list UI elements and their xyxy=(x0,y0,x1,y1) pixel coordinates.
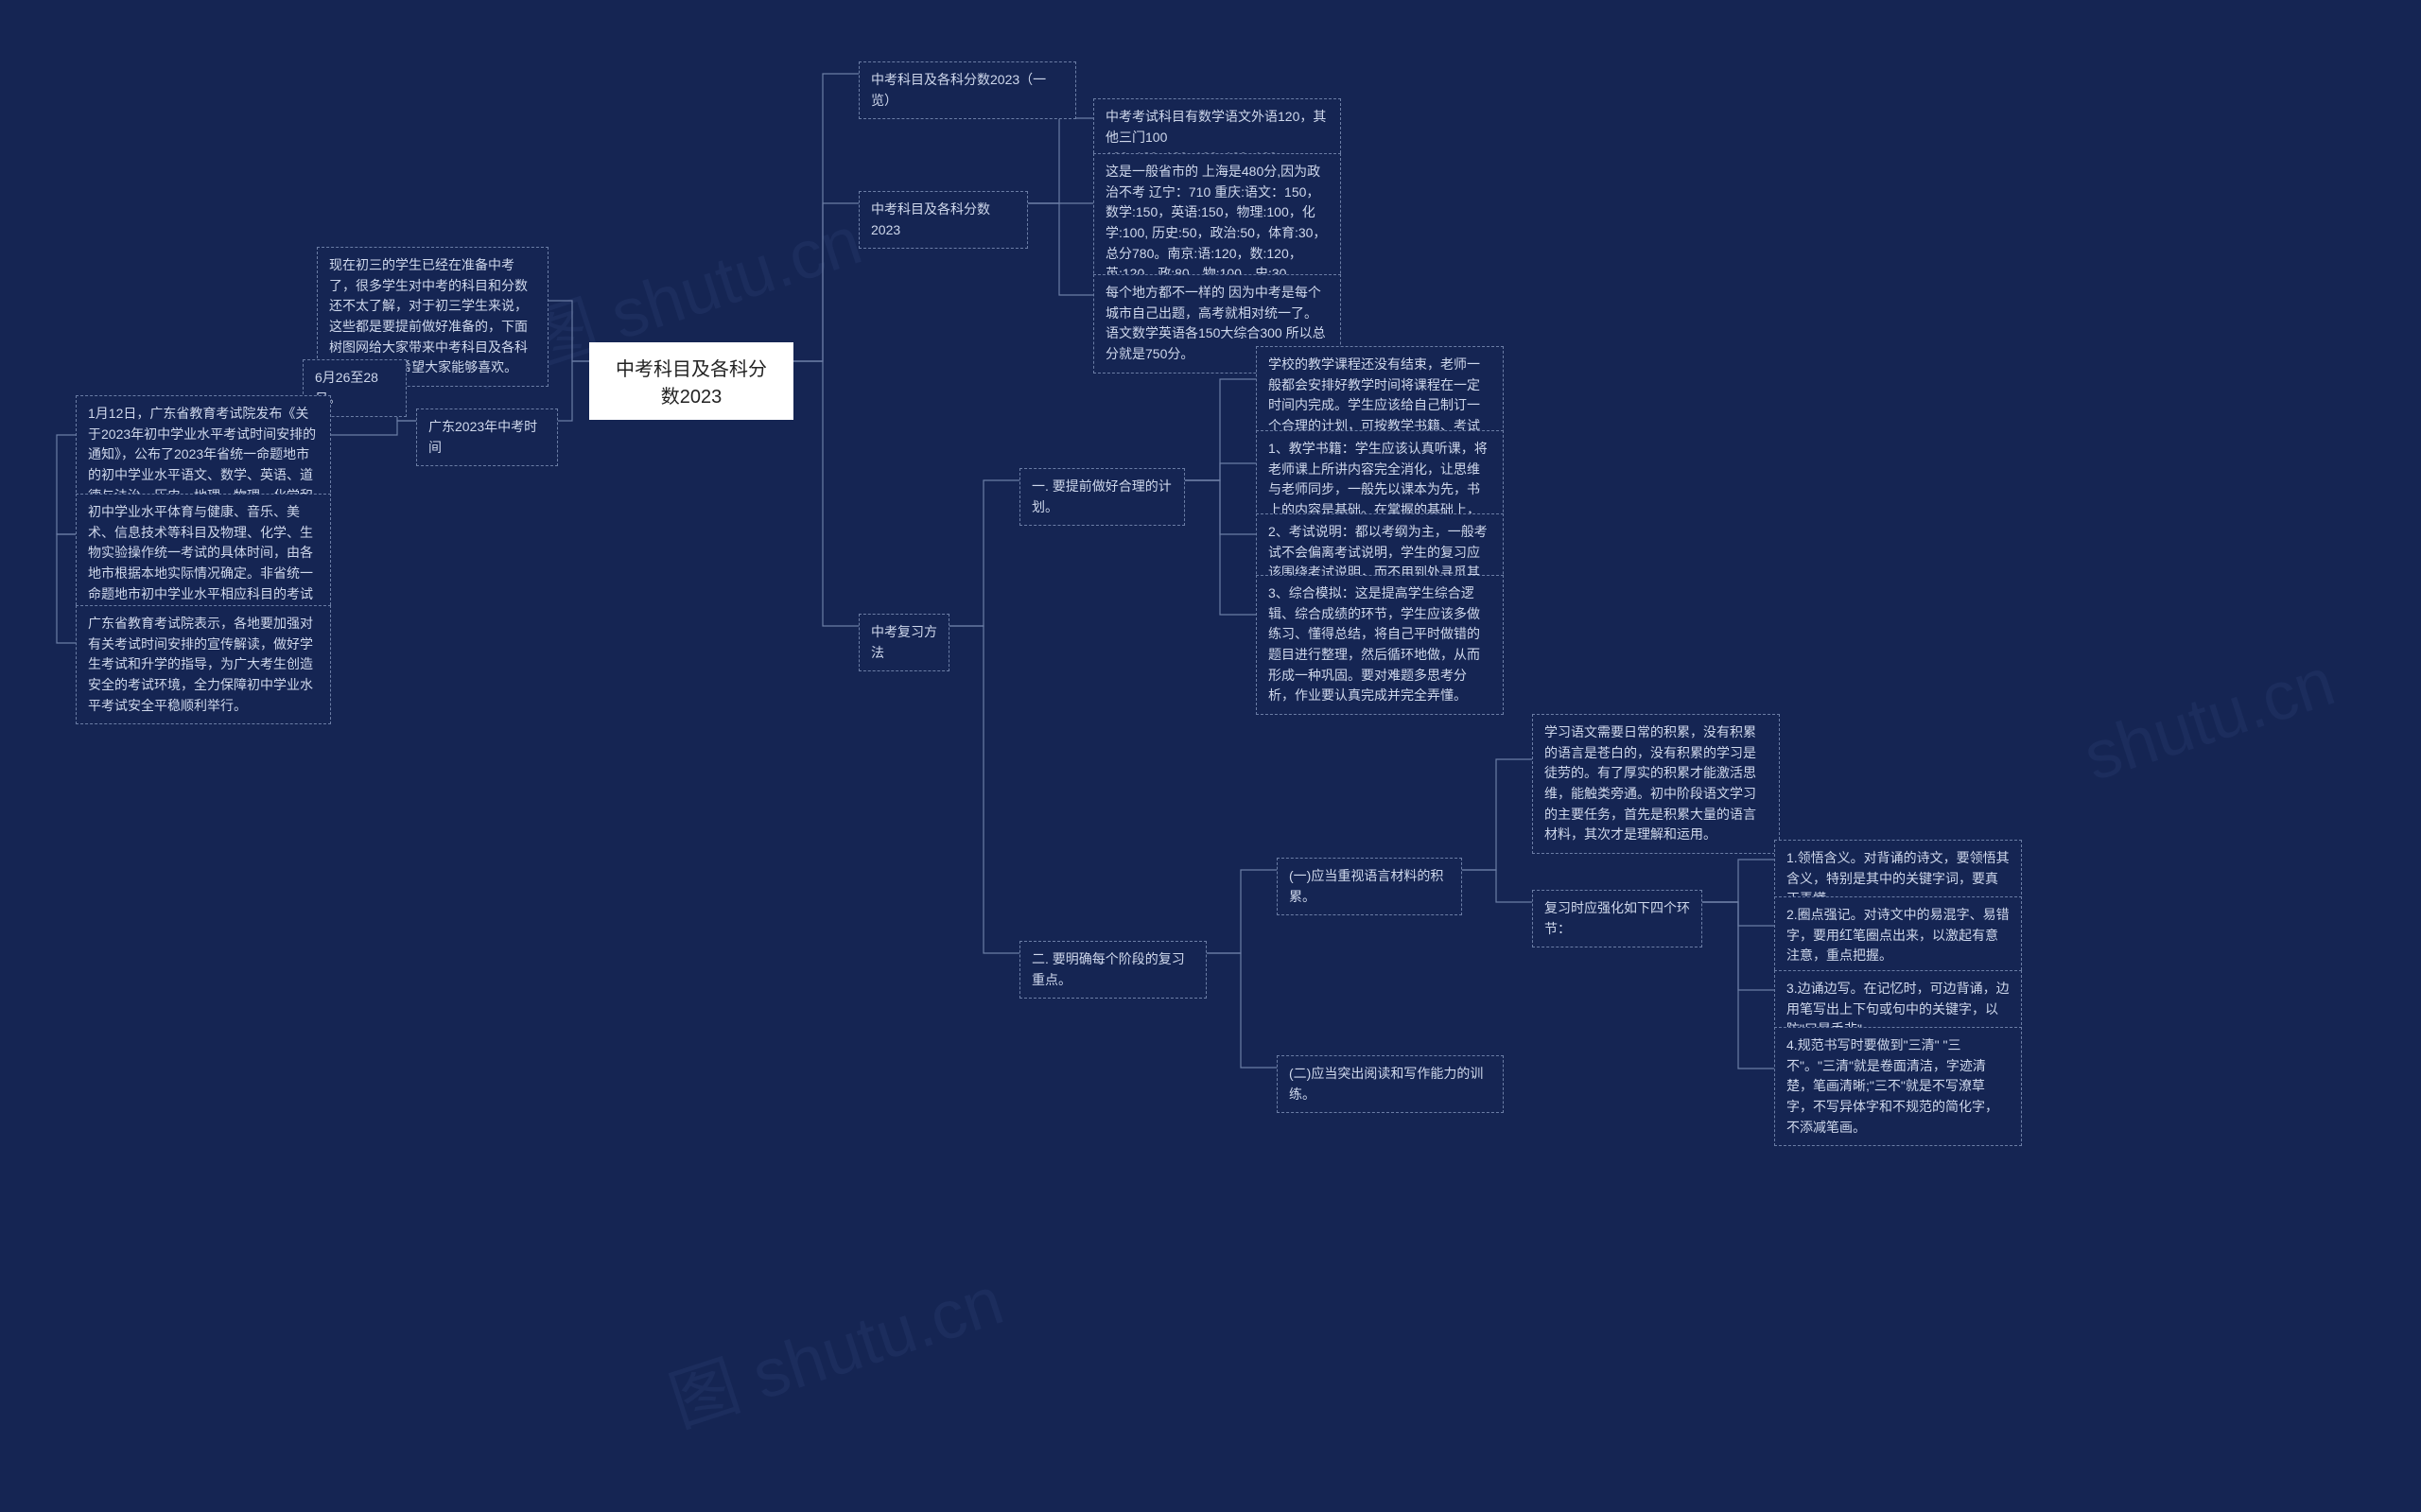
watermark: 图 shutu.cn xyxy=(655,1244,1014,1445)
focus1-a-node: 学习语文需要日常的积累，没有积累的语言是苍白的，没有积累的学习是徒劳的。有了厚实… xyxy=(1532,714,1780,854)
time-d: 广东省教育考试院表示，各地要加强对有关考试时间安排的宣传解读，做好学生考试和升学… xyxy=(76,605,331,724)
watermark: shutu.cn xyxy=(2075,643,2343,796)
overview-node: 中考科目及各科分数2023（一览） xyxy=(859,61,1076,119)
focus1-sub-d-node: 4.规范书写时要做到"三清" "三不"。"三清"就是卷面清洁，字迹清楚，笔画清晰… xyxy=(1774,1027,2022,1146)
method-header-node: 中考复习方法 xyxy=(859,614,949,671)
focus2-header-node: (二)应当突出阅读和写作能力的训练。 xyxy=(1277,1055,1504,1113)
focus1-sub-b-node: 2.圈点强记。对诗文中的易混字、易错字，要用红笔圈点出来，以激起有意注意，重点把… xyxy=(1774,896,2022,975)
plan-header-node: 一. 要提前做好合理的计划。 xyxy=(1019,468,1185,526)
plan-d-node: 3、综合模拟：这是提高学生综合逻辑、综合成绩的环节，学生应该多做练习、懂得总结，… xyxy=(1256,575,1504,715)
time-header-node: 广东2023年中考时间 xyxy=(416,408,558,466)
focus1-sub-header-node: 复习时应强化如下四个环节： xyxy=(1532,890,1702,947)
focus1-header-node: (一)应当重视语言材料的积累。 xyxy=(1277,858,1462,915)
root-node: 中考科目及各科分数2023 xyxy=(589,342,793,420)
focus-header-node: 二. 要明确每个阶段的复习重点。 xyxy=(1019,941,1207,999)
scores-header-node: 中考科目及各科分数2023 xyxy=(859,191,1028,249)
